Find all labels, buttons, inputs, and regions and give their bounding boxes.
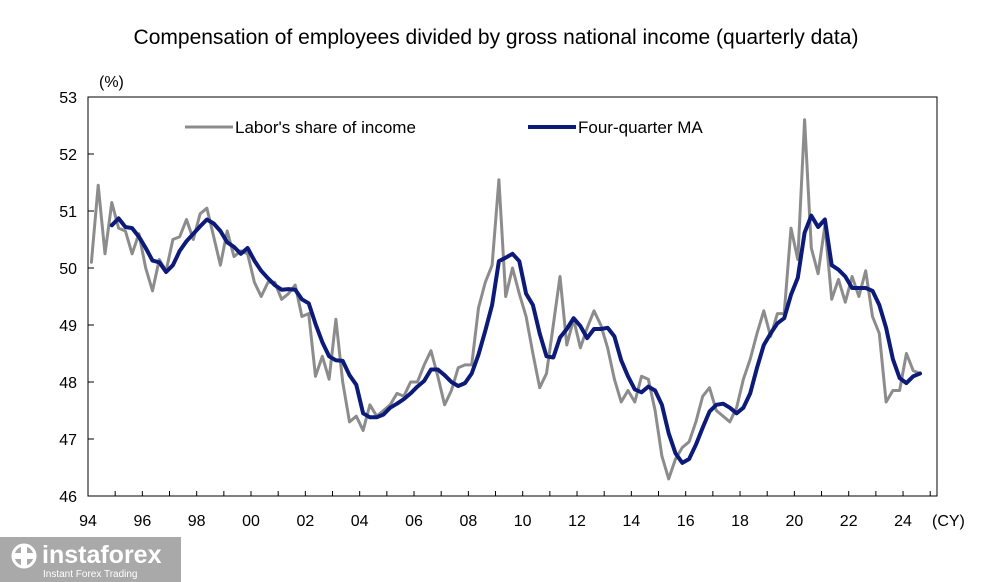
legend-label-labor-share: Labor's share of income (235, 118, 416, 137)
x-tick-label: 98 (188, 513, 206, 530)
chart-title: Compensation of employees divided by gro… (134, 26, 859, 49)
x-tick-label: 14 (622, 513, 640, 530)
x-tick-label: 20 (785, 513, 803, 530)
y-tick-label: 53 (59, 90, 77, 107)
x-tick-label: 04 (351, 513, 369, 530)
x-axis-unit: (CY) (932, 513, 965, 530)
x-tick-label: 94 (79, 513, 97, 530)
x-tick-label: 24 (894, 513, 912, 530)
x-tick-label: 08 (459, 513, 477, 530)
y-axis: 53 52 51 50 49 48 47 46 (59, 90, 94, 506)
legend-label-four-quarter-ma: Four-quarter MA (578, 118, 703, 137)
series-layer (89, 118, 922, 481)
y-tick-label: 50 (59, 261, 77, 278)
watermark-tagline: Instant Forex Trading (43, 569, 138, 580)
watermark-background (0, 537, 181, 582)
plot-frame (87, 96, 938, 497)
y-tick-label: 46 (59, 489, 77, 506)
y-tick-label: 51 (59, 204, 77, 221)
x-tick-label: 00 (242, 513, 260, 530)
x-axis: 94 96 98 00 02 04 06 08 10 12 14 16 18 20 22 24 (79, 491, 931, 530)
y-axis-unit: (%) (99, 74, 124, 91)
x-tick-label: 10 (514, 513, 532, 530)
x-tick-label: 06 (405, 513, 423, 530)
series-line-labor-share (89, 118, 922, 481)
y-tick-label: 52 (59, 147, 77, 164)
x-tick-label: 18 (731, 513, 749, 530)
legend: Labor's share of income Four-quarter MA (185, 118, 703, 137)
watermark: instaforex Instant Forex Trading (0, 537, 181, 582)
y-tick-label: 49 (59, 318, 77, 335)
x-tick-label: 16 (677, 513, 695, 530)
watermark-brand: instaforex (42, 541, 162, 569)
x-tick-label: 02 (296, 513, 314, 530)
x-tick-label: 22 (840, 513, 858, 530)
series-line-four-quarter-ma (109, 213, 922, 465)
x-tick-label: 12 (568, 513, 586, 530)
y-tick-label: 48 (59, 375, 77, 392)
x-tick-label: 96 (133, 513, 151, 530)
instaforex-logo-icon (11, 543, 37, 569)
y-tick-label: 47 (59, 432, 77, 449)
